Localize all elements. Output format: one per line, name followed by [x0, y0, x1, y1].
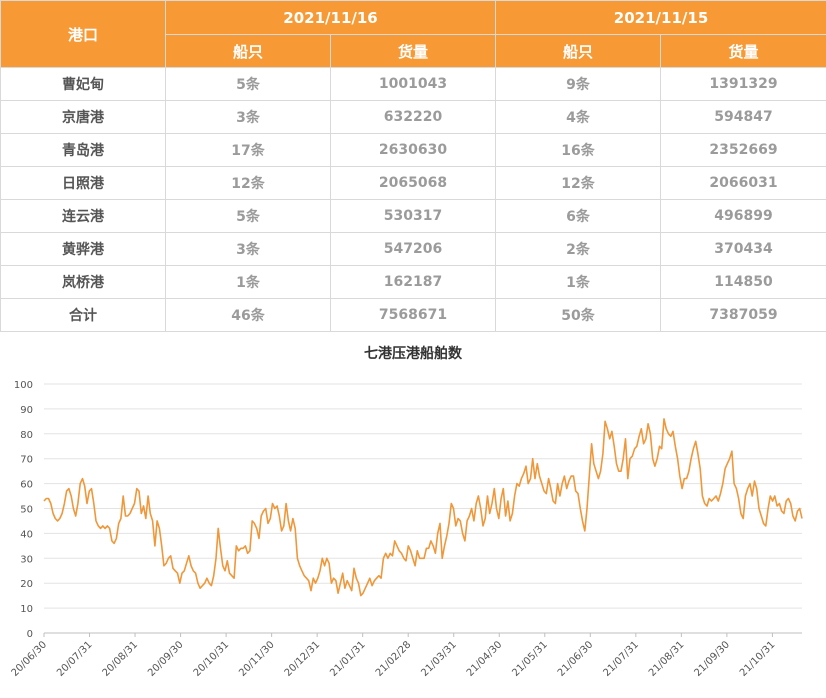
cargo1-cell: 2630630	[331, 134, 496, 167]
cargo1-cell: 632220	[331, 101, 496, 134]
port-table: 港口 2021/11/16 2021/11/15 船只 货量 船只 货量 曹妃甸…	[0, 0, 826, 332]
ships1-cell: 17条	[166, 134, 331, 167]
ships1-header: 船只	[166, 35, 331, 68]
cargo2-cell: 2066031	[661, 167, 826, 200]
date2-header: 2021/11/15	[496, 1, 826, 35]
port-name: 合计	[1, 299, 166, 332]
y-tick-label: 100	[14, 380, 33, 391]
cargo1-cell: 162187	[331, 266, 496, 299]
x-tick-label: 21/05/31	[510, 639, 550, 679]
x-tick-label: 21/10/31	[738, 639, 778, 679]
y-tick-label: 0	[27, 629, 33, 640]
cargo1-cell: 530317	[331, 200, 496, 233]
port-name: 连云港	[1, 200, 166, 233]
x-tick-label: 20/11/30	[237, 639, 277, 679]
ships1-cell: 3条	[166, 101, 331, 134]
ships1-cell: 3条	[166, 233, 331, 266]
ships2-cell: 9条	[496, 68, 661, 101]
ships2-cell: 16条	[496, 134, 661, 167]
ships1-cell: 1条	[166, 266, 331, 299]
cargo2-header: 货量	[661, 35, 826, 68]
y-tick-label: 80	[20, 430, 33, 441]
x-tick-label: 21/03/31	[419, 639, 459, 679]
port-name: 曹妃甸	[1, 68, 166, 101]
y-tick-label: 60	[20, 480, 33, 491]
x-tick-label: 21/06/30	[556, 639, 596, 679]
x-tick-label: 20/08/31	[101, 639, 141, 679]
cargo2-cell: 594847	[661, 101, 826, 134]
series-line	[44, 419, 802, 596]
y-tick-label: 70	[20, 455, 33, 466]
x-tick-label: 20/09/30	[146, 639, 186, 679]
y-tick-label: 10	[20, 604, 33, 615]
ships1-cell: 46条	[166, 299, 331, 332]
x-tick-label: 21/01/31	[328, 639, 368, 679]
cargo2-cell: 1391329	[661, 68, 826, 101]
x-tick-label: 21/02/28	[374, 639, 414, 679]
y-tick-label: 50	[20, 505, 33, 516]
cargo1-cell: 547206	[331, 233, 496, 266]
ships1-cell: 12条	[166, 167, 331, 200]
cargo2-cell: 7387059	[661, 299, 826, 332]
cargo1-header: 货量	[331, 35, 496, 68]
cargo2-cell: 114850	[661, 266, 826, 299]
port-name: 黄骅港	[1, 233, 166, 266]
cargo1-cell: 2065068	[331, 167, 496, 200]
ships1-cell: 5条	[166, 68, 331, 101]
x-tick-label: 21/07/31	[601, 639, 641, 679]
x-tick-label: 21/08/31	[647, 639, 687, 679]
ships2-cell: 12条	[496, 167, 661, 200]
ships2-cell: 1条	[496, 266, 661, 299]
port-name: 日照港	[1, 167, 166, 200]
chart-title: 七港压港船舶数	[364, 345, 463, 362]
x-tick-label: 21/09/30	[692, 639, 732, 679]
cargo1-cell: 1001043	[331, 68, 496, 101]
x-tick-label: 20/07/31	[55, 639, 95, 679]
port-name: 岚桥港	[1, 266, 166, 299]
y-tick-label: 20	[20, 579, 33, 590]
port-name: 青岛港	[1, 134, 166, 167]
y-tick-label: 90	[20, 405, 33, 416]
ships2-cell: 4条	[496, 101, 661, 134]
x-tick-label: 20/12/31	[283, 639, 323, 679]
date1-header: 2021/11/16	[166, 1, 496, 35]
cargo1-cell: 7568671	[331, 299, 496, 332]
x-tick-label: 20/06/30	[10, 639, 50, 679]
port-header: 港口	[1, 1, 166, 68]
y-tick-label: 30	[20, 554, 33, 565]
cargo2-cell: 370434	[661, 233, 826, 266]
ships2-cell: 6条	[496, 200, 661, 233]
ships2-cell: 2条	[496, 233, 661, 266]
cargo2-cell: 2352669	[661, 134, 826, 167]
ships1-cell: 5条	[166, 200, 331, 233]
port-name: 京唐港	[1, 101, 166, 134]
ships2-cell: 50条	[496, 299, 661, 332]
y-tick-label: 40	[20, 529, 33, 540]
x-tick-label: 21/04/30	[465, 639, 505, 679]
x-tick-label: 20/10/31	[192, 639, 232, 679]
cargo2-cell: 496899	[661, 200, 826, 233]
ships2-header: 船只	[496, 35, 661, 68]
